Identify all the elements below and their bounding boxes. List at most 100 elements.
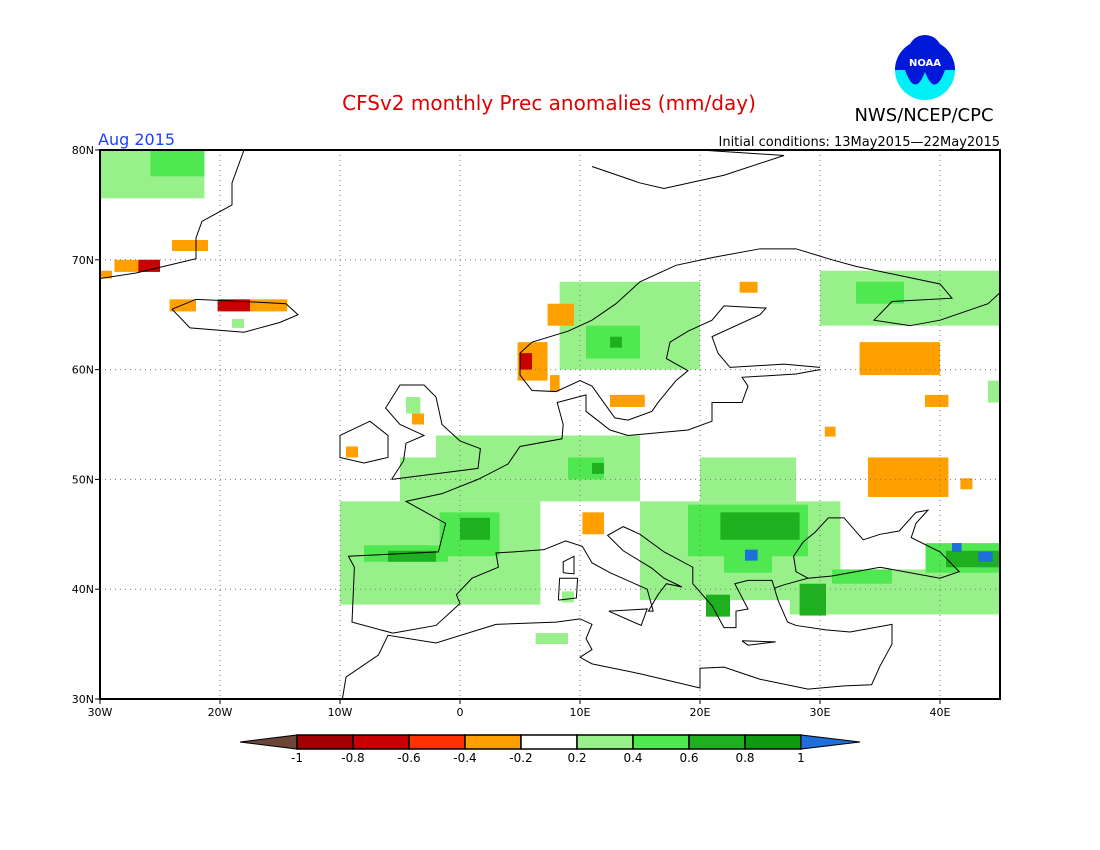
colorbar-label: -0.8 bbox=[341, 751, 364, 765]
plot-frame bbox=[99, 149, 1001, 700]
anomaly-cell bbox=[150, 150, 205, 177]
anomaly-cell bbox=[547, 303, 574, 326]
anomaly-cell bbox=[960, 478, 973, 490]
anomaly-cell bbox=[799, 583, 826, 616]
colorbar-label: 0.8 bbox=[735, 751, 754, 765]
lon-tick-label: 20E bbox=[690, 706, 711, 719]
anomaly-cell bbox=[739, 281, 758, 293]
anomaly-cell bbox=[700, 457, 796, 502]
agency-label: NWS/NCEP/CPC bbox=[854, 105, 993, 126]
colorbar-label: -1 bbox=[291, 751, 303, 765]
anomaly-cell bbox=[562, 591, 574, 603]
coastline bbox=[591, 150, 785, 189]
colorbar-label: -0.2 bbox=[509, 751, 532, 765]
anomaly-cells bbox=[100, 150, 1000, 645]
colorbar-swatch bbox=[352, 734, 410, 750]
valid-month: Aug 2015 bbox=[98, 130, 175, 149]
anomaly-cell bbox=[952, 543, 962, 552]
coastline bbox=[171, 298, 299, 333]
anomaly-cell bbox=[346, 446, 358, 458]
lat-tick-label: 80N bbox=[72, 144, 94, 157]
graticule bbox=[100, 150, 1000, 699]
anomaly-cell bbox=[856, 281, 904, 304]
coastline bbox=[557, 577, 579, 601]
lon-tick-label: 30E bbox=[810, 706, 831, 719]
anomaly-cell bbox=[550, 375, 560, 392]
coastline bbox=[384, 384, 481, 480]
anomaly-cell bbox=[232, 319, 244, 328]
coastline bbox=[347, 369, 821, 634]
colorbar-swatch bbox=[520, 734, 578, 750]
anomaly-cell bbox=[582, 512, 604, 535]
coastlines bbox=[100, 150, 1000, 699]
lat-tick-label: 60N bbox=[72, 364, 94, 377]
lat-tick-label: 30N bbox=[72, 693, 94, 706]
lon-tick-label: 30W bbox=[88, 706, 113, 719]
anomaly-cell bbox=[720, 512, 800, 540]
coastline bbox=[519, 248, 1000, 421]
coastline bbox=[608, 608, 648, 627]
anomaly-cell bbox=[859, 342, 940, 376]
coastline bbox=[562, 555, 575, 575]
anomaly-cell bbox=[460, 517, 490, 540]
colorbar-label: 1 bbox=[797, 751, 805, 765]
anomaly-cell bbox=[925, 394, 949, 407]
colorbar-label: 0.4 bbox=[623, 751, 642, 765]
colorbar-label: -0.6 bbox=[397, 751, 420, 765]
initial-conditions: Initial conditions: 13May2015—22May2015 bbox=[719, 135, 1001, 150]
colorbar-swatch bbox=[688, 734, 746, 750]
anomaly-cell bbox=[490, 435, 640, 491]
colorbar-swatch bbox=[576, 734, 634, 750]
colorbar-swatch bbox=[744, 734, 802, 750]
coastline bbox=[741, 640, 776, 646]
anomaly-cell bbox=[706, 594, 730, 617]
anomaly-cell bbox=[745, 549, 758, 561]
lat-tick-label: 40N bbox=[72, 583, 94, 596]
anomaly-cell bbox=[610, 336, 622, 348]
anomaly-cell bbox=[610, 394, 645, 407]
colorbar-label: 0.2 bbox=[567, 751, 586, 765]
lon-tick-label: 0 bbox=[457, 706, 464, 719]
anomaly-cell bbox=[412, 413, 424, 425]
anomaly-cell bbox=[535, 633, 568, 645]
anomaly-cell bbox=[988, 380, 1000, 403]
logo-text: NOAA bbox=[909, 58, 941, 69]
anomaly-cell bbox=[978, 551, 993, 562]
anomaly-cell bbox=[388, 550, 436, 562]
colorbar-low-arrow bbox=[239, 734, 298, 750]
anomaly-cell bbox=[824, 426, 836, 437]
colorbar: -1 -0.8 -0.6 -0.4 -0.2 0.2 0.4 0.6 0.8 1 bbox=[239, 734, 861, 765]
lon-tick-label: 40E bbox=[930, 706, 951, 719]
lat-tick-label: 50N bbox=[72, 473, 94, 486]
lon-tick-label: 10W bbox=[328, 706, 353, 719]
colorbar-label: 0.6 bbox=[679, 751, 698, 765]
lat-tick-label: 70N bbox=[72, 254, 94, 267]
lon-tick-label: 20W bbox=[208, 706, 233, 719]
anomaly-cell bbox=[592, 462, 604, 474]
coastline bbox=[339, 420, 389, 464]
colorbar-swatch bbox=[296, 734, 354, 750]
anomaly-cell bbox=[100, 270, 112, 279]
colorbar-swatch bbox=[408, 734, 466, 750]
anomaly-cell bbox=[172, 240, 208, 252]
lon-tick-label: 10E bbox=[570, 706, 591, 719]
coastline bbox=[341, 587, 893, 699]
anomaly-cell bbox=[868, 457, 949, 497]
coastline bbox=[100, 150, 245, 279]
anomaly-cell bbox=[832, 569, 892, 584]
anomaly-cell bbox=[217, 299, 250, 312]
anomaly-cell bbox=[820, 270, 1000, 326]
colorbar-swatch bbox=[632, 734, 690, 750]
anomaly-cell bbox=[520, 353, 532, 370]
noaa-logo-icon: NOAA bbox=[895, 35, 955, 100]
anomaly-cell bbox=[724, 550, 772, 573]
colorbar-high-arrow bbox=[800, 734, 861, 750]
colorbar-swatch bbox=[464, 734, 522, 750]
anomaly-cell bbox=[250, 299, 288, 312]
coastline bbox=[392, 509, 961, 634]
anomaly-cell bbox=[406, 397, 421, 414]
colorbar-label: -0.4 bbox=[453, 751, 476, 765]
map-title: CFSv2 monthly Prec anomalies (mm/day) bbox=[342, 91, 756, 115]
